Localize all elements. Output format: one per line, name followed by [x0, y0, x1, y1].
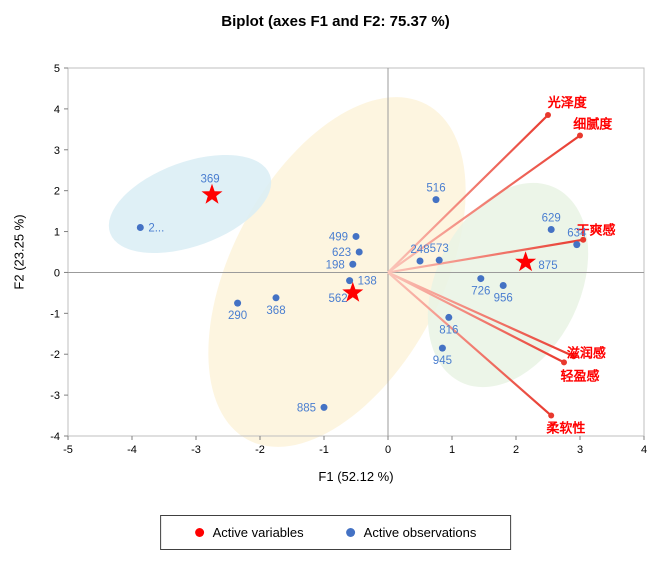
y-tick-label: -1	[50, 308, 60, 320]
y-tick-label: 4	[54, 104, 60, 116]
star-marker	[515, 251, 537, 272]
y-tick-label: 5	[54, 63, 60, 75]
variable-label: 滋润感	[567, 345, 606, 360]
cluster-ellipse-green	[427, 182, 589, 388]
observation-label: 248	[410, 244, 429, 256]
observation-label: 369	[200, 173, 219, 185]
observation-point	[445, 313, 453, 321]
observation-label: 945	[433, 355, 452, 367]
legend-label-observations: Active observations	[363, 525, 477, 540]
observation-label: 290	[228, 310, 247, 322]
observation-point	[416, 257, 424, 265]
observation-label: 629	[542, 213, 561, 225]
observation-label: 198	[326, 259, 345, 271]
variable-tip-dot	[577, 132, 583, 139]
variable-label: 光泽度	[547, 95, 588, 110]
y-tick-label: 0	[54, 267, 60, 279]
blue-dot-icon	[345, 528, 355, 537]
observation-point	[438, 344, 446, 352]
observation-point	[320, 403, 328, 411]
observation-label: 623	[332, 247, 351, 259]
observation-point	[352, 232, 360, 240]
legend-item-active-variables: Active variables	[194, 525, 304, 540]
variable-vector	[387, 271, 552, 417]
observation-label: 634	[567, 228, 587, 240]
x-axis-title: F1 (52.12 %)	[318, 469, 394, 484]
variable-tip-dot	[580, 236, 587, 243]
variable-label: 轻盈感	[560, 369, 599, 384]
observation-point	[346, 277, 354, 285]
x-tick-label: -2	[255, 444, 265, 456]
observation-point	[547, 226, 555, 234]
x-tick-label: -4	[127, 444, 137, 456]
observation-point	[573, 241, 581, 249]
legend-item-active-observations: Active observations	[345, 525, 477, 540]
variable-vector	[387, 238, 584, 274]
x-tick-label: -3	[191, 444, 201, 456]
variable-vector	[387, 114, 549, 274]
variable-vector	[387, 271, 575, 358]
variable-tip-dot	[561, 359, 567, 366]
variable-label: 干爽感	[576, 223, 615, 238]
observation-label: 516	[426, 183, 445, 195]
observation-point	[477, 275, 485, 283]
observation-label: 726	[471, 286, 490, 298]
observation-label: 2...	[148, 222, 164, 234]
chart-title: Biplot (axes F1 and F2: 75.37 %)	[221, 13, 450, 30]
variable-tip-dot	[545, 112, 551, 119]
y-tick-label: -4	[50, 431, 60, 443]
observation-label: 956	[494, 293, 513, 305]
observation-point	[349, 260, 357, 268]
legend-label-variables: Active variables	[212, 525, 304, 540]
red-dot-icon	[194, 528, 204, 537]
x-tick-label: 3	[577, 444, 583, 456]
legend: Active variables Active observations	[159, 515, 512, 550]
y-tick-label: -2	[50, 349, 60, 361]
variable-vector	[387, 134, 581, 274]
observation-point	[136, 223, 144, 231]
x-tick-label: -1	[319, 444, 329, 456]
star-marker	[201, 183, 223, 204]
cluster-ellipse-blue	[108, 154, 272, 254]
y-tick-label: 1	[54, 227, 60, 239]
y-tick-label: 2	[54, 186, 60, 198]
plot-border	[67, 67, 645, 437]
x-tick-label: 2	[513, 444, 519, 456]
observation-label: 875	[538, 260, 557, 272]
y-tick-label: -3	[50, 390, 60, 402]
x-tick-label: -5	[63, 444, 73, 456]
observation-label: 885	[297, 402, 316, 414]
variable-tip-dot	[548, 412, 555, 419]
variable-vector	[387, 271, 565, 364]
observation-point	[499, 282, 507, 290]
observation-label: 138	[358, 276, 377, 288]
y-axis-title: F2 (23.25 %)	[11, 214, 27, 290]
observation-label: 499	[329, 231, 348, 243]
observation-point	[432, 196, 440, 204]
observation-point	[435, 256, 443, 264]
x-tick-label: 0	[385, 444, 391, 456]
observation-point	[355, 248, 363, 256]
x-tick-label: 4	[641, 444, 647, 456]
x-tick-label: 1	[449, 444, 455, 456]
observation-label: 562	[328, 293, 347, 305]
variable-tip-dot	[570, 353, 577, 360]
y-tick-label: 3	[54, 145, 60, 157]
variable-label: 细腻度	[573, 116, 613, 131]
star-marker	[342, 281, 364, 302]
observation-label: 368	[266, 305, 285, 317]
observation-point	[272, 294, 280, 302]
observation-label: 816	[439, 324, 458, 336]
observation-label: 573	[430, 243, 449, 255]
variable-label: 柔软性	[545, 421, 585, 436]
observation-point	[234, 299, 242, 307]
